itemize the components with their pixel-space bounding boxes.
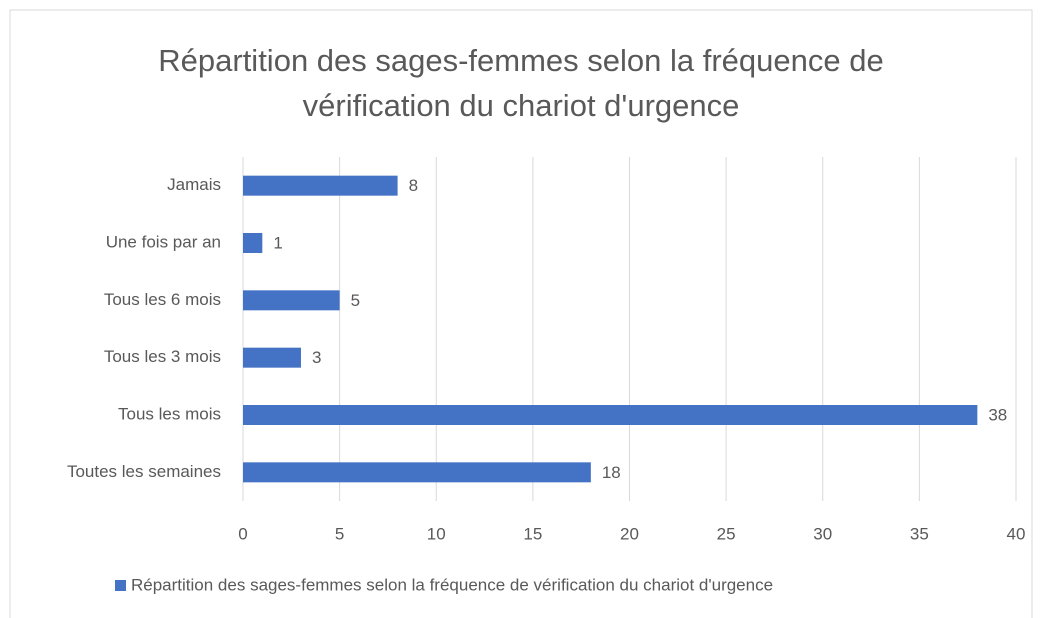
bar: [243, 347, 301, 368]
bar: [243, 290, 340, 311]
x-tick-label: 40: [1007, 524, 1026, 543]
data-label: 1: [273, 233, 282, 252]
data-label: 5: [351, 291, 360, 310]
legend-swatch: [115, 580, 126, 591]
y-tick-label: Une fois par an: [106, 232, 221, 251]
y-tick-label: Tous les 6 mois: [104, 290, 221, 309]
y-tick-label: Toutes les semaines: [67, 462, 221, 481]
x-tick-label: 35: [910, 524, 929, 543]
data-label: 18: [602, 463, 621, 482]
y-tick-label: Jamais: [167, 175, 221, 194]
x-tick-label: 10: [427, 524, 446, 543]
x-tick-label: 15: [523, 524, 542, 543]
chart-title: Répartition des sages-femmes selon la fr…: [158, 43, 884, 123]
data-label: 8: [409, 176, 418, 195]
data-label: 3: [312, 348, 321, 367]
x-tick-label: 20: [620, 524, 639, 543]
chart-border: [9, 9, 1033, 618]
x-tick-label: 0: [238, 524, 247, 543]
x-tick-label: 30: [813, 524, 832, 543]
y-tick-label: Tous les 3 mois: [104, 347, 221, 366]
data-label: 38: [988, 405, 1007, 424]
bar: [243, 175, 398, 196]
bar: [243, 462, 591, 483]
bar: [243, 405, 978, 425]
bar: [243, 233, 263, 253]
x-tick-label: 5: [335, 524, 344, 543]
y-tick-label: Tous les mois: [118, 404, 221, 423]
x-tick-label: 25: [717, 524, 736, 543]
legend-label: Répartition des sages-femmes selon la fr…: [131, 575, 773, 594]
